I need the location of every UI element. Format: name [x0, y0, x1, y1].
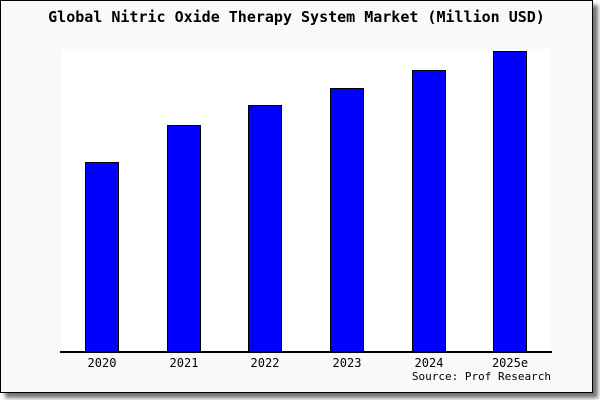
source-note: Source: Prof Research [411, 370, 551, 383]
bar-2025e [493, 51, 527, 352]
x-tick-label-2020: 2020 [87, 356, 117, 370]
x-tick-label-2021: 2021 [169, 356, 199, 370]
x-tick-label-2023: 2023 [332, 356, 362, 370]
bar-2020 [85, 162, 119, 352]
chart-title: Global Nitric Oxide Therapy System Marke… [48, 8, 545, 26]
chart-frame: Global Nitric Oxide Therapy System Marke… [0, 0, 593, 393]
bar-2022 [248, 105, 282, 352]
x-tick-label-2025e: 2025e [491, 356, 529, 370]
x-axis-line [60, 351, 552, 353]
bar-2024 [412, 70, 446, 352]
x-tick-label-2024: 2024 [414, 356, 444, 370]
plot-area [61, 49, 551, 352]
bar-2023 [330, 88, 364, 352]
bar-2021 [167, 125, 201, 352]
x-tick-label-2022: 2022 [250, 356, 280, 370]
